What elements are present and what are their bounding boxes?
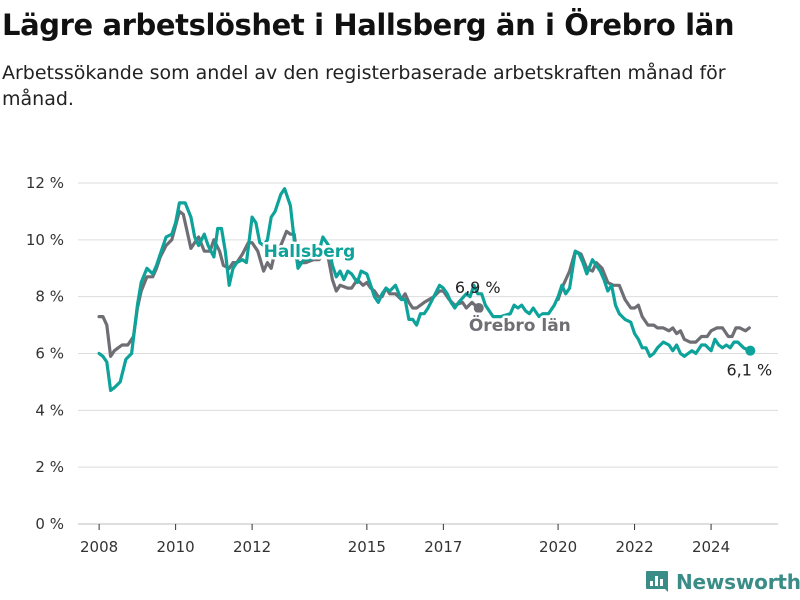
series-line-hallsberg bbox=[97, 187, 751, 392]
end-value-label: 6,1 % bbox=[726, 361, 772, 380]
x-tick-label: 2010 bbox=[157, 538, 195, 556]
x-axis-ticks: 2008 2010 2012 2015 2017 2020 2022 2024 bbox=[80, 524, 730, 556]
chart-title: Lägre arbetslöshet i Hallsberg än i Öreb… bbox=[2, 8, 735, 42]
x-tick-label: 2017 bbox=[424, 538, 462, 556]
end-value-label: 6,9 % bbox=[455, 278, 501, 297]
brand-logo: Newsworthy bbox=[644, 569, 800, 595]
series-endpoint bbox=[745, 345, 756, 356]
x-tick-label: 2022 bbox=[615, 538, 653, 556]
y-tick-label: 4 % bbox=[35, 401, 64, 419]
series-labels: 6,9 % 6,1 % Hallsberg Örebro län bbox=[261, 240, 772, 380]
series-name-label: Örebro län bbox=[469, 314, 571, 336]
y-axis-tick-labels: 0 % 2 % 4 % 6 % 8 % 10 % 12 % bbox=[26, 174, 64, 533]
x-tick-label: 2015 bbox=[348, 538, 386, 556]
y-tick-label: 0 % bbox=[35, 515, 64, 533]
brand-name: Newsworthy bbox=[676, 570, 800, 594]
y-tick-label: 6 % bbox=[35, 345, 64, 363]
x-tick-label: 2020 bbox=[539, 538, 577, 556]
x-tick-label: 2024 bbox=[692, 538, 730, 556]
y-tick-label: 8 % bbox=[35, 288, 64, 306]
gridlines bbox=[78, 182, 778, 525]
series-line-örebro-län bbox=[97, 209, 480, 358]
series-endpoints bbox=[473, 303, 756, 356]
chart-subtitle: Arbetssökande som andel av den registerb… bbox=[2, 62, 726, 110]
x-tick-label: 2008 bbox=[80, 538, 118, 556]
series-lines bbox=[97, 187, 751, 392]
series-name-label: Hallsberg bbox=[264, 242, 356, 262]
y-tick-label: 2 % bbox=[35, 458, 64, 476]
x-tick-label: 2012 bbox=[233, 538, 271, 556]
newsworthy-logo-icon bbox=[646, 571, 668, 592]
series-line-örebro-län bbox=[556, 249, 751, 344]
y-tick-label: 10 % bbox=[26, 231, 64, 249]
y-tick-label: 12 % bbox=[26, 174, 64, 192]
series-endpoint bbox=[473, 303, 484, 314]
